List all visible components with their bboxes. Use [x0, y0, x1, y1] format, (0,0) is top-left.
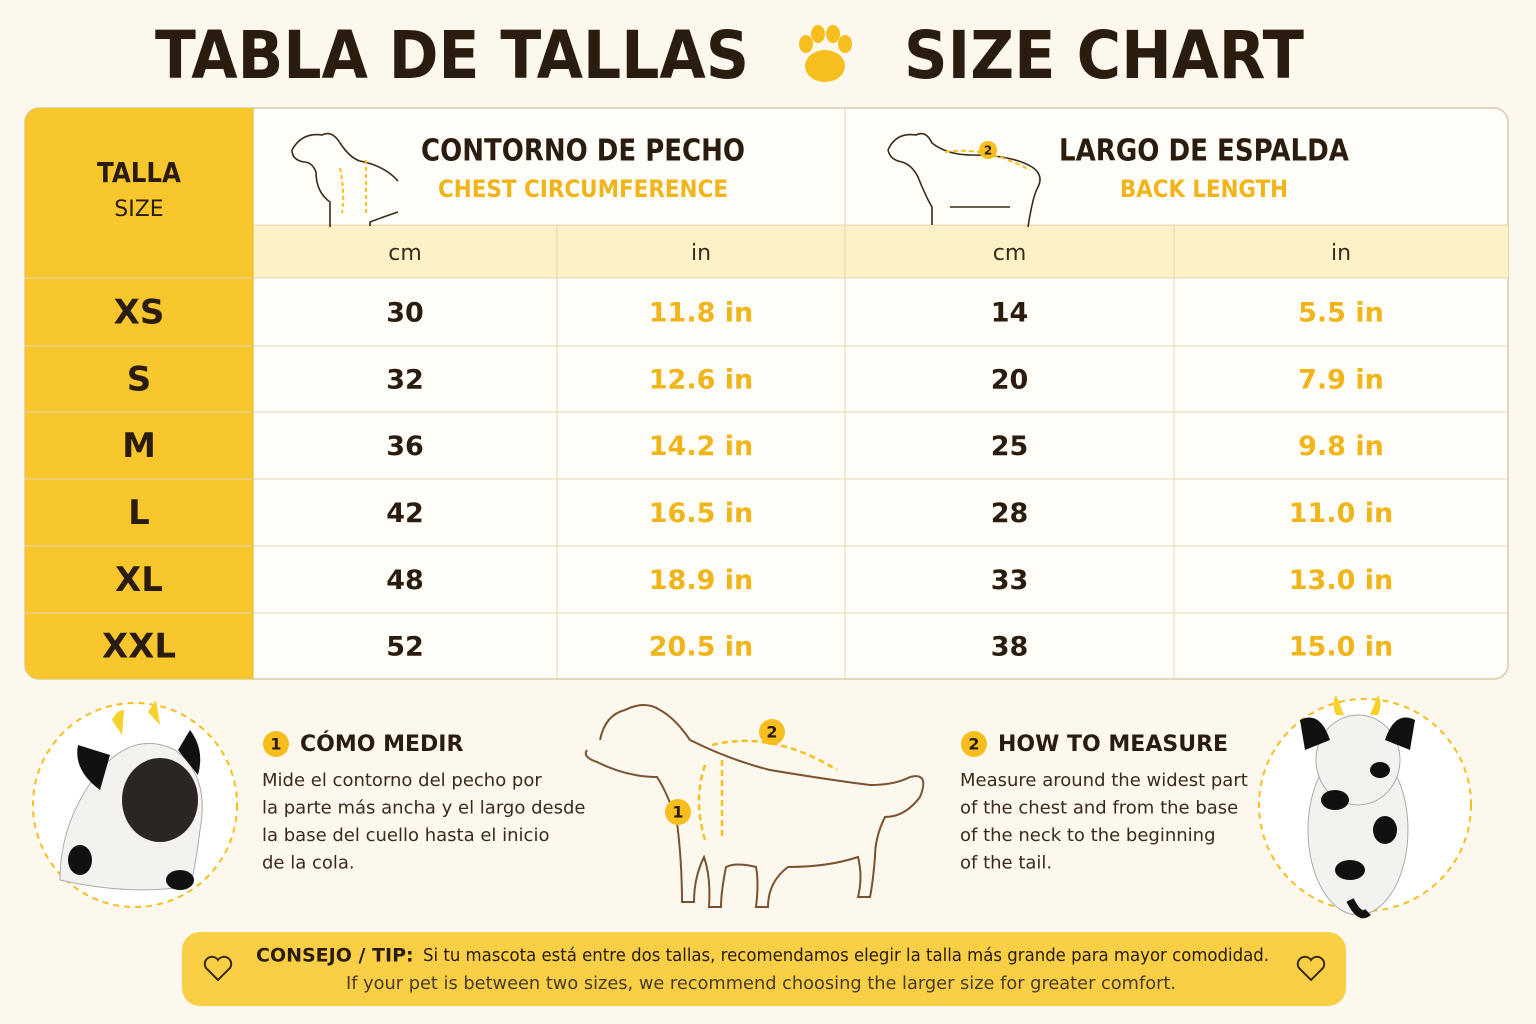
badge	[979, 141, 997, 159]
size-label: XL	[115, 560, 163, 600]
in-value: 5.5 in	[1298, 298, 1384, 329]
size-header-en: SIZE	[114, 197, 163, 222]
unit-label: cm	[993, 241, 1027, 266]
in-value: 13.0 in	[1289, 565, 1394, 596]
cow-dog-right	[1258, 695, 1472, 919]
in-value: 14.2 in	[649, 431, 754, 462]
diagram-badge	[665, 799, 691, 825]
diagram-label: 1	[672, 803, 683, 822]
column-subtitle: CHEST CIRCUMFERENCE	[438, 175, 728, 203]
chest-dog-icon	[291, 132, 399, 227]
in-value: 11.0 in	[1289, 498, 1394, 529]
how-to-text: of the chest and from the base	[960, 798, 1238, 819]
size-header: TALLA	[97, 156, 181, 189]
unit-label: in	[1331, 241, 1351, 266]
diagram-label: 2	[766, 723, 777, 742]
badge-number: 2	[984, 144, 992, 158]
how-to-text: of the neck to the beginning	[960, 825, 1216, 846]
tip-en: If your pet is between two sizes, we rec…	[346, 973, 1176, 994]
how-to-text: de la cola.	[262, 853, 355, 874]
cm-value: 20	[991, 365, 1029, 396]
cm-value: 25	[991, 431, 1029, 462]
tip-es: Si tu mascota está entre dos tallas, rec…	[423, 945, 1269, 966]
unit-label: cm	[388, 241, 422, 266]
in-value: 12.6 in	[649, 365, 754, 396]
heart-icons	[203, 955, 1326, 982]
size-label: XS	[114, 293, 165, 333]
how-to-text: Measure around the widest part	[960, 770, 1248, 791]
cm-value: 30	[386, 298, 424, 329]
badge-number: 2	[968, 735, 979, 754]
cm-value: 38	[991, 632, 1029, 663]
size-label: S	[127, 360, 152, 400]
unit-label: in	[691, 241, 711, 266]
column-subtitle: BACK LENGTH	[1120, 175, 1288, 203]
how-to-text: Mide el contorno del pecho por	[262, 770, 542, 791]
in-value: 18.9 in	[649, 565, 754, 596]
cm-value: 14	[991, 298, 1029, 329]
size-label: L	[128, 493, 150, 533]
tip-label: CONSEJO / TIP:	[256, 945, 414, 967]
cm-value: 32	[386, 365, 424, 396]
size-column	[25, 108, 253, 679]
paw-icon	[799, 25, 852, 82]
how-to-heading: CÓMO MEDIR	[300, 731, 463, 757]
cm-value: 36	[386, 431, 424, 462]
title-es: TABLA DE TALLAS	[155, 17, 749, 94]
badge	[961, 731, 987, 757]
cm-value: 42	[386, 498, 424, 529]
title-en: SIZE CHART	[904, 17, 1304, 94]
cm-value: 28	[991, 498, 1029, 529]
badge	[263, 731, 289, 757]
how-to-text: la parte más ancha y el largo desde	[262, 798, 585, 819]
cm-value: 48	[386, 565, 424, 596]
how-to-text: of the tail.	[960, 853, 1052, 874]
in-value: 16.5 in	[649, 498, 754, 529]
in-value: 9.8 in	[1298, 431, 1384, 462]
in-value: 20.5 in	[649, 632, 754, 663]
diagram-badge	[759, 719, 785, 745]
cm-value: 33	[991, 565, 1029, 596]
in-value: 15.0 in	[1289, 632, 1394, 663]
unit-row	[253, 225, 1508, 278]
how-to-text: la base del cuello hasta el inicio	[262, 825, 549, 846]
size-label: M	[122, 426, 156, 466]
in-value: 11.8 in	[649, 298, 754, 329]
column-title: CONTORNO DE PECHO	[421, 134, 745, 169]
badge-number: 1	[270, 735, 281, 754]
cm-value: 52	[386, 632, 424, 663]
cow-dog-left	[32, 700, 238, 908]
tip-bar	[182, 932, 1346, 1006]
in-value: 7.9 in	[1298, 365, 1384, 396]
how-to-heading: HOW TO MEASURE	[998, 732, 1228, 757]
column-title: LARGO DE ESPALDA	[1059, 134, 1350, 169]
size-label: XXL	[102, 627, 176, 667]
